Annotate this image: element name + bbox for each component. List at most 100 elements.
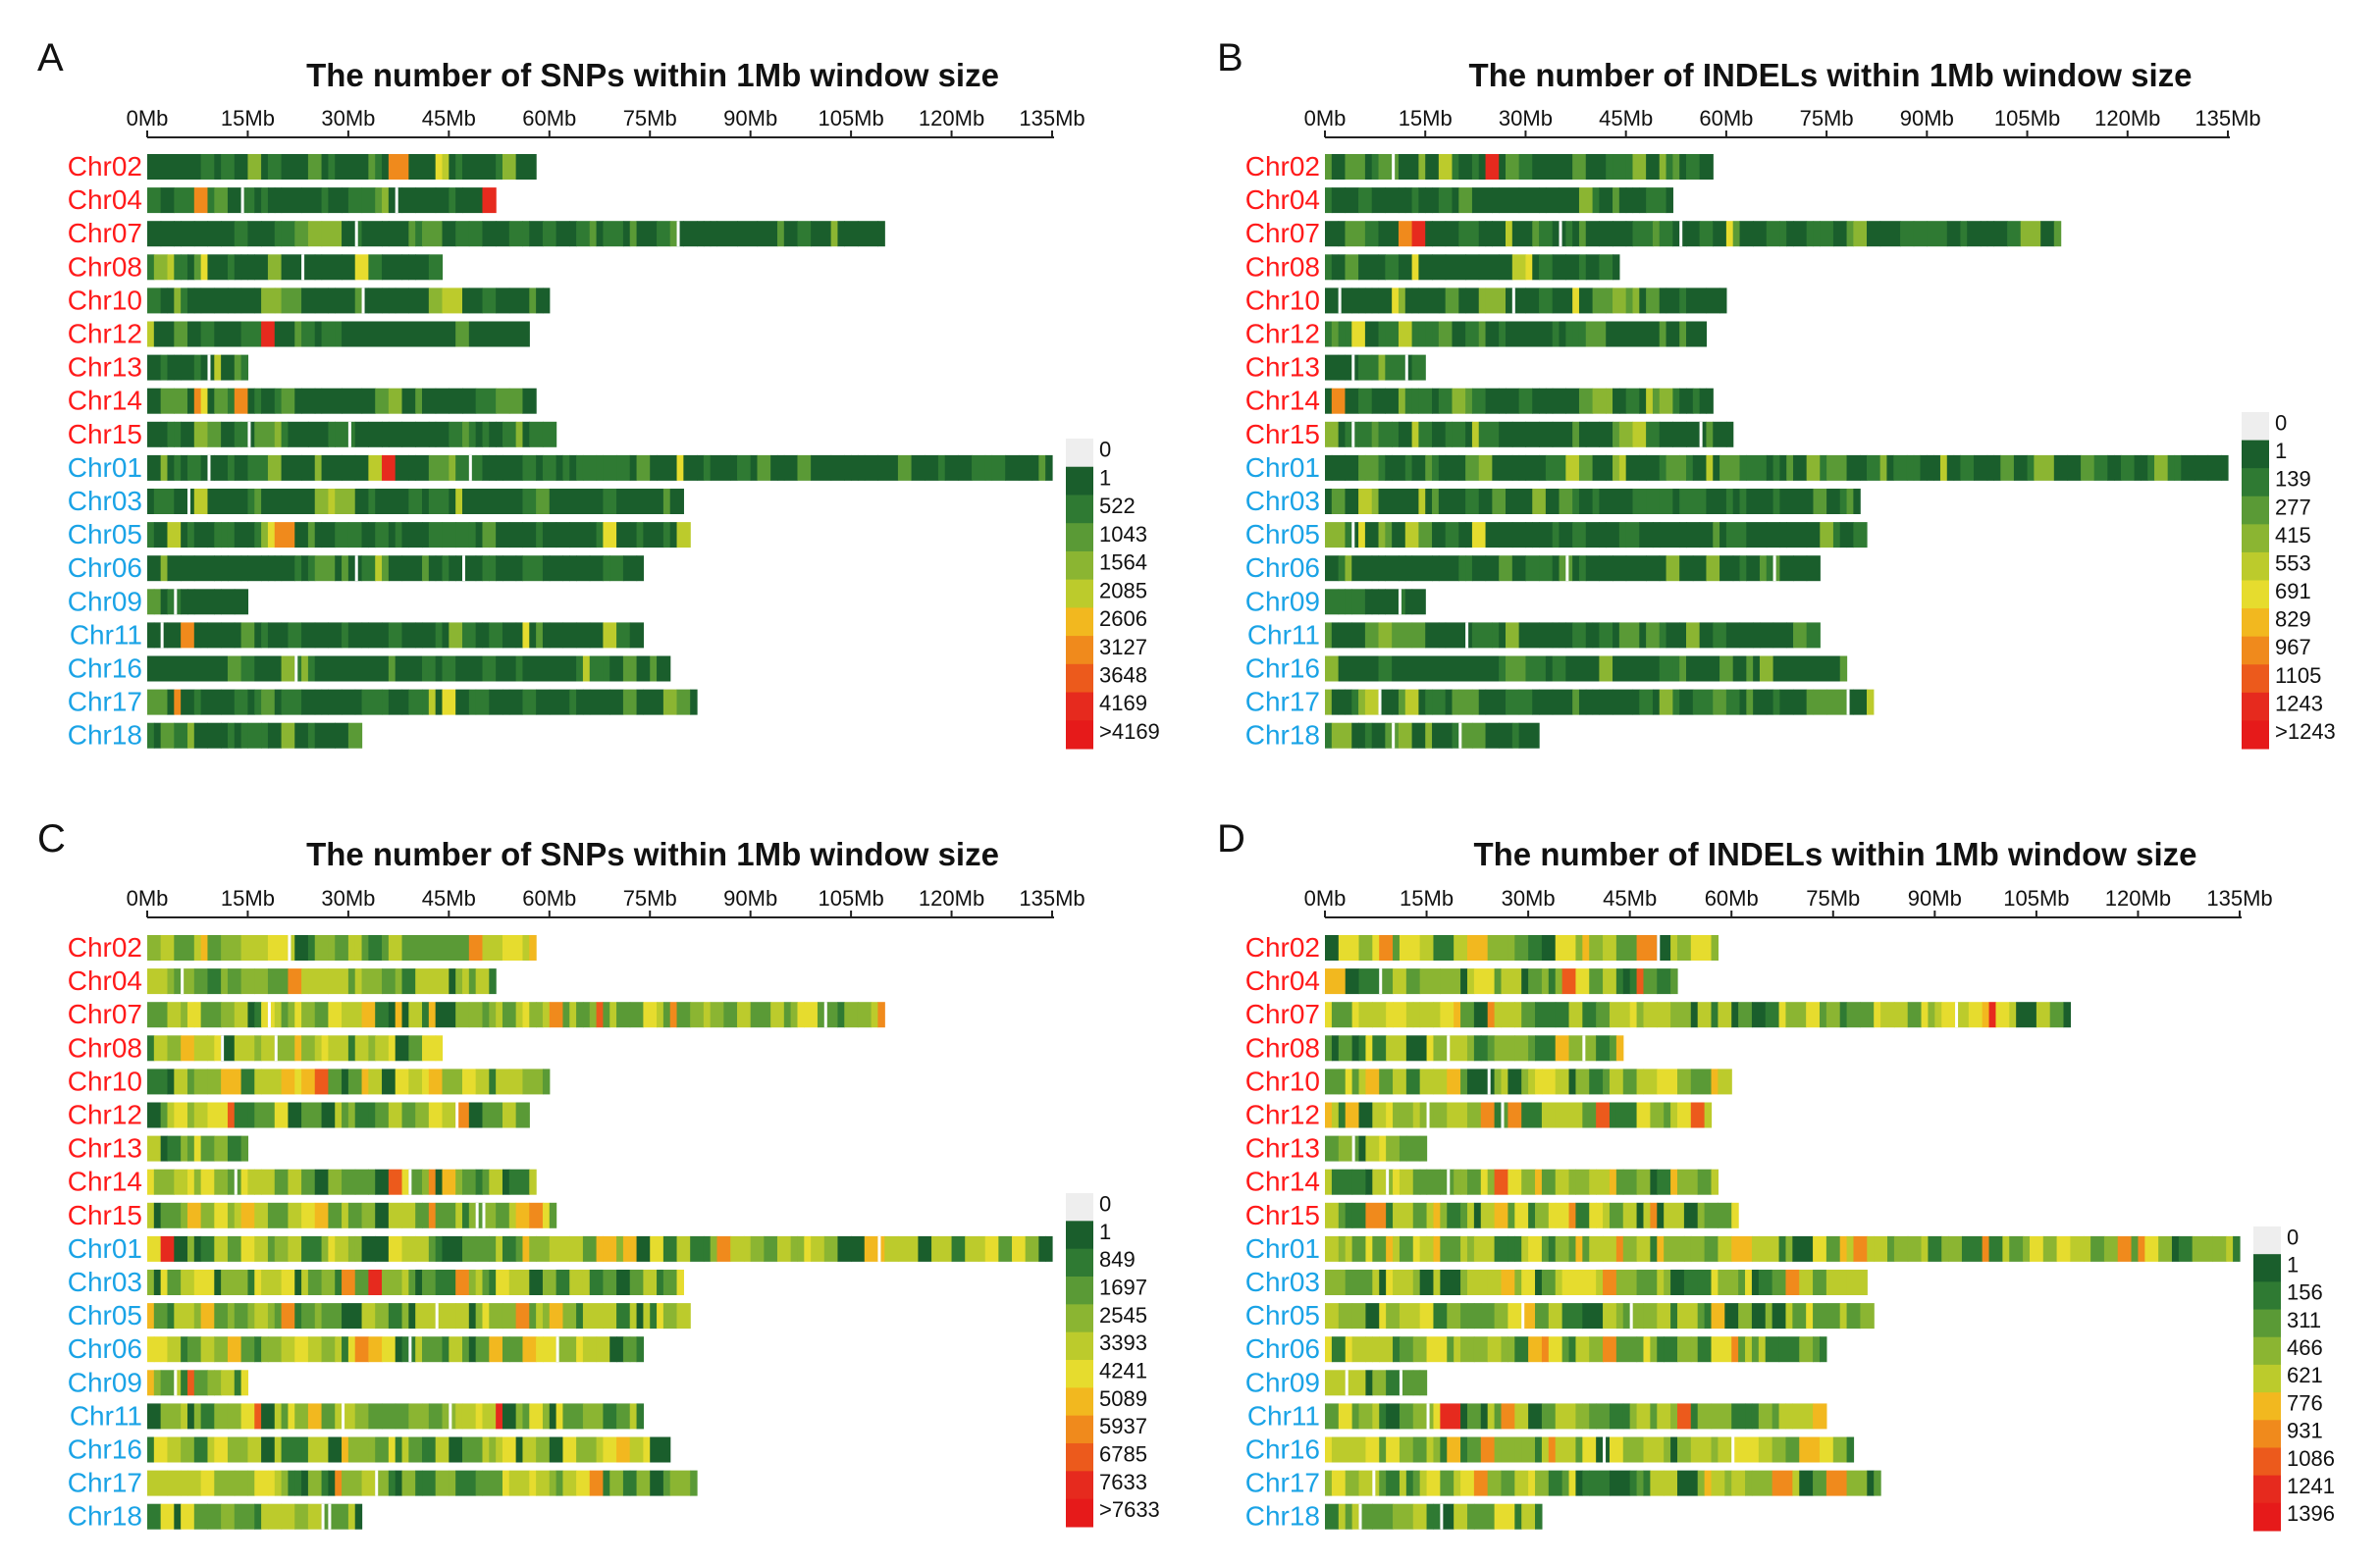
window-cell <box>482 1436 490 1463</box>
window-cell <box>629 454 638 481</box>
window-cell <box>147 187 162 214</box>
window-cell <box>757 454 771 481</box>
window-cell <box>596 522 605 548</box>
gap-mark <box>1399 1370 1402 1396</box>
window-cell <box>240 421 249 447</box>
window-cell <box>1552 622 1560 649</box>
window-cell <box>1358 254 1380 281</box>
window-cell <box>321 1270 336 1295</box>
window-cell <box>415 935 423 961</box>
chromosome-track <box>147 1069 551 1095</box>
window-cell <box>288 935 295 961</box>
window-cell <box>475 1202 484 1228</box>
window-cell <box>214 655 229 682</box>
window-cell <box>1325 1102 1333 1128</box>
window-cell <box>1609 1069 1624 1095</box>
window-cell <box>1351 1202 1367 1228</box>
window-cell <box>321 1403 336 1430</box>
window-cell <box>288 1002 295 1028</box>
window-cell <box>1364 655 1380 682</box>
window-cell <box>2212 1235 2227 1262</box>
window-cell <box>1393 968 1407 995</box>
window-cell <box>1575 1403 1583 1430</box>
window-cell <box>1438 287 1447 314</box>
window-cell <box>281 1270 295 1295</box>
window-cell <box>153 1270 162 1295</box>
window-cell <box>1487 968 1496 995</box>
window-cell <box>1325 154 1333 180</box>
gap-mark <box>234 1169 238 1195</box>
window-cell <box>1494 1169 1508 1195</box>
gap-mark <box>207 454 211 481</box>
window-cell <box>657 1303 664 1330</box>
chromosome-track <box>147 1303 691 1330</box>
window-cell <box>1652 522 1661 548</box>
window-cell <box>321 454 343 481</box>
window-cell <box>328 1202 343 1228</box>
window-cell <box>1786 622 1794 649</box>
window-cell <box>361 221 383 247</box>
window-cell <box>307 1436 323 1463</box>
chromosome-track <box>147 968 497 995</box>
window-cell <box>321 1336 336 1363</box>
window-cell <box>1411 187 1420 214</box>
window-cell <box>1351 935 1360 961</box>
window-cell <box>240 1436 249 1463</box>
window-cell <box>1331 321 1340 347</box>
window-cell <box>200 1169 215 1195</box>
window-cell <box>1364 722 1373 749</box>
window-cell <box>382 221 390 247</box>
window-cell <box>622 489 631 514</box>
window-cell <box>1568 1202 1577 1228</box>
window-cell <box>475 689 490 715</box>
window-cell <box>1398 254 1413 281</box>
window-cell <box>1666 321 1673 347</box>
window-cell <box>174 1169 188 1195</box>
window-cell <box>234 589 249 615</box>
window-cell <box>167 1470 182 1496</box>
window-cell <box>502 1169 510 1195</box>
window-cell <box>1906 454 1915 481</box>
window-cell <box>147 421 162 447</box>
window-cell <box>1372 1370 1387 1396</box>
window-cell <box>1325 655 1340 682</box>
window-cell <box>347 935 356 961</box>
window-cell <box>1679 154 1687 180</box>
window-cell <box>496 1270 510 1295</box>
window-cell <box>422 1470 437 1496</box>
window-cell <box>328 489 336 514</box>
window-cell <box>851 454 859 481</box>
window-cell <box>321 1303 343 1330</box>
window-cell <box>1345 154 1366 180</box>
window-cell <box>1686 321 1694 347</box>
window-cell <box>1825 1470 1848 1496</box>
window-cell <box>508 1069 524 1095</box>
window-cell <box>1766 454 1774 481</box>
window-cell <box>1507 1102 1522 1128</box>
window-cell <box>569 1235 584 1262</box>
window-cell <box>1706 154 1714 180</box>
window-cell <box>555 1470 564 1496</box>
window-cell <box>1806 522 1821 548</box>
window-cell <box>489 1102 503 1128</box>
legend-swatch <box>2242 468 2269 497</box>
window-cell <box>1799 1436 1821 1463</box>
window-cell <box>710 454 731 481</box>
window-cell <box>193 1235 202 1262</box>
window-cell <box>596 1235 605 1262</box>
window-cell <box>1893 1002 1909 1028</box>
window-cell <box>522 221 530 247</box>
window-cell <box>1995 1002 2010 1028</box>
window-cell <box>240 935 262 961</box>
window-cell <box>1666 154 1673 180</box>
window-cell <box>167 689 175 715</box>
window-cell <box>240 1336 255 1363</box>
window-cell <box>428 1235 437 1262</box>
x-tick-label: 60Mb <box>522 106 576 130</box>
window-cell <box>347 655 356 682</box>
window-cell <box>301 1470 309 1496</box>
chromosome-label: Chr10 <box>1245 285 1320 315</box>
window-cell <box>435 689 444 715</box>
window-cell <box>328 1002 343 1028</box>
window-cell <box>475 1169 484 1195</box>
